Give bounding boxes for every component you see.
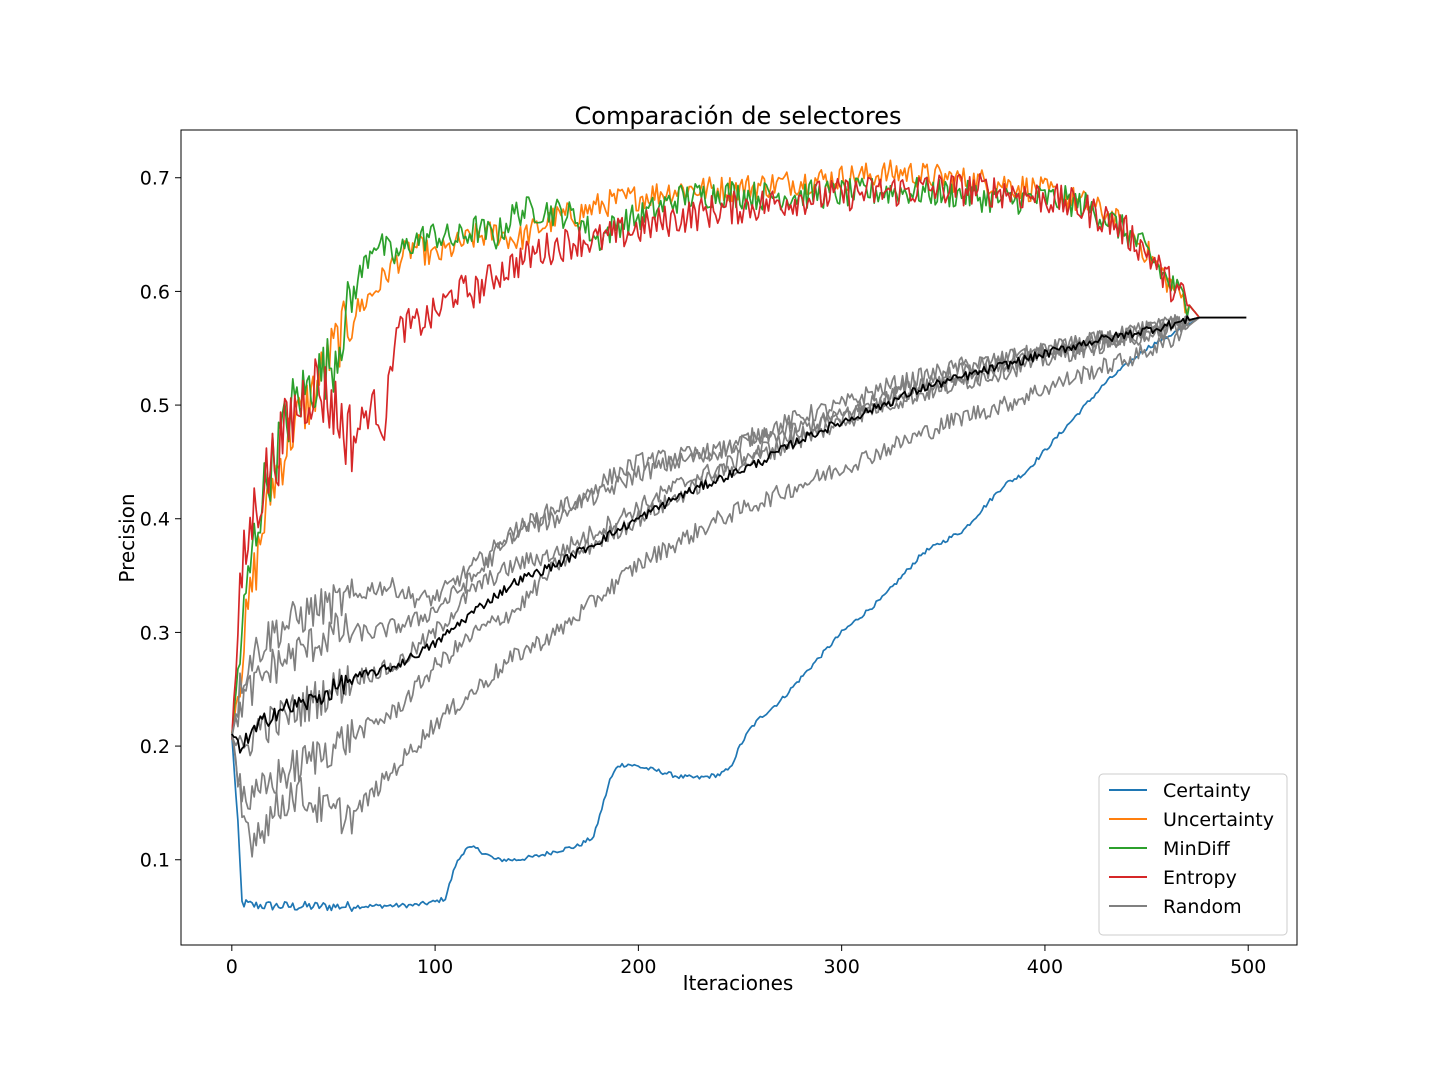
legend-box [1098,773,1288,936]
x-tick-label: 200 [620,956,656,978]
y-tick-label: 0.1 [140,850,170,872]
series-line-random-run-6 [230,316,1247,757]
series-line-certainty [230,316,1247,912]
series-line-mindiff [230,176,1247,737]
x-axis-label: Iteraciones [683,971,794,995]
legend: Certainty Uncertainty MinDiff Entropy Random [1098,773,1288,936]
y-axis-label: Precision [115,493,139,582]
y-tick-label: 0.4 [140,509,170,531]
y-axis: 0.1 0.2 0.3 0.4 0.5 0.6 0.7 [140,168,181,872]
x-tick-label: 0 [226,956,238,978]
y-tick-label: 0.7 [140,168,170,190]
x-tick-label: 300 [824,956,860,978]
series-line-random-run-5 [230,315,1247,739]
y-tick-label: 0.3 [140,622,170,644]
legend-label: Random [1163,896,1242,918]
y-tick-label: 0.6 [140,281,170,303]
x-tick-label: 100 [417,956,453,978]
series-layer [230,159,1247,912]
series-line-entropy [230,173,1247,740]
x-tick-label: 400 [1027,956,1063,978]
x-axis: 0 100 200 300 400 500 [226,945,1266,978]
series-line-random-run-7 [230,316,1247,810]
legend-label: Certainty [1163,780,1251,802]
chart-title: Comparación de selectores [575,102,902,130]
series-line-random-run-9 [231,315,1247,754]
legend-label: Uncertainty [1163,809,1274,831]
y-tick-label: 0.5 [140,395,170,417]
legend-label: Entropy [1163,867,1237,889]
series-line-random-run-8 [230,316,1247,858]
legend-label: MinDiff [1163,838,1231,860]
y-tick-label: 0.2 [140,736,170,758]
x-tick-label: 500 [1230,956,1266,978]
plot-frame [180,129,1298,946]
